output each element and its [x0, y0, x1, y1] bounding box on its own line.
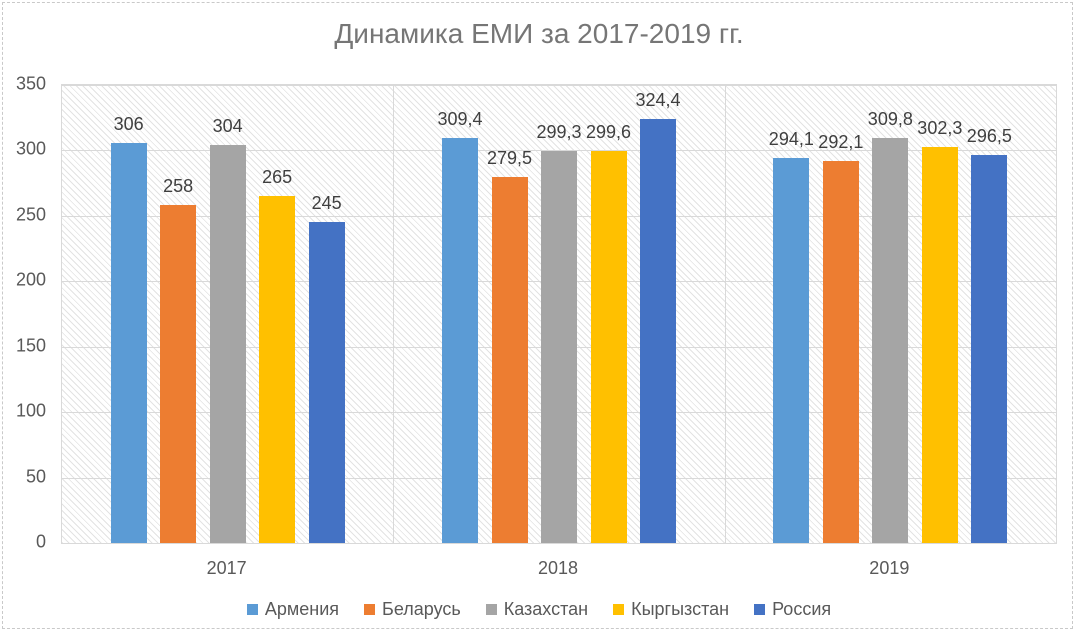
chart-title: Динамика ЕМИ за 2017-2019 гг.: [334, 18, 744, 49]
data-label-belarus-2017: 258: [163, 176, 194, 197]
legend-item-belarus[interactable]: Беларусь: [364, 599, 461, 620]
y-axis-tick: 100: [15, 400, 46, 421]
legend-label-kyrgyzstan: Кыргызстан: [631, 599, 730, 619]
legend-label-armenia: Армения: [264, 599, 340, 619]
data-label-russia-2019: 296,5: [966, 126, 1012, 147]
data-label-kyrgyzstan-2019: 302,3: [917, 118, 963, 139]
legend-item-armenia[interactable]: Армения: [246, 599, 340, 620]
gridline-horizontal: [62, 150, 1056, 152]
y-axis-tick: 250: [15, 204, 46, 225]
bar-armenia-2017[interactable]: [110, 142, 147, 543]
bar-kyrgyzstan-2018[interactable]: [590, 150, 627, 543]
data-label-kyrgyzstan-2018: 299,6: [585, 121, 632, 142]
data-label-belarus-2019: 292,1: [818, 131, 864, 152]
legend-item-kyrgyzstan[interactable]: Кыргызстан: [613, 599, 729, 620]
bar-armenia-2019[interactable]: [773, 158, 810, 543]
bar-kazakhstan-2018[interactable]: [541, 151, 577, 543]
bar-russia-2017[interactable]: [308, 222, 345, 543]
bar-kazakhstan-2019[interactable]: [872, 137, 909, 543]
legend: Армения Беларусь Казахстан Кыргызстан Россия: [0, 599, 1078, 620]
legend-item-russia[interactable]: Россия: [754, 599, 831, 620]
data-label-kazakhstan-2017: 304: [212, 116, 243, 137]
y-axis: 0 50 100 150 200 250 300 350: [0, 74, 46, 552]
data-label-kazakhstan-2019: 309,8: [867, 108, 913, 129]
legend-marker-icon: [364, 604, 376, 615]
legend-marker-icon: [246, 604, 258, 615]
legend-marker-icon: [485, 604, 497, 615]
bar-kazakhstan-2017[interactable]: [209, 145, 246, 543]
y-axis-tick: 150: [15, 335, 46, 356]
plot-area: 306 258 304 265 245 309,4 279,5 299,3 299,6 324,4…: [61, 84, 1057, 544]
data-label-russia-2018: 324,4: [635, 89, 681, 110]
y-axis-tick: 200: [15, 269, 46, 290]
y-axis-tick: 0: [35, 531, 46, 552]
gridline-horizontal: [62, 85, 1056, 86]
data-label-belarus-2018: 279,5: [486, 148, 533, 169]
gridline-vertical: [393, 85, 394, 543]
legend-marker-icon: [613, 604, 625, 615]
legend-item-kazakhstan[interactable]: Казахстан: [485, 599, 589, 620]
chart-border: [2, 2, 1073, 629]
bar-belarus-2018[interactable]: [491, 177, 528, 543]
legend-label-belarus: Беларусь: [382, 599, 461, 619]
bar-kyrgyzstan-2019[interactable]: [921, 147, 958, 543]
bar-kyrgyzstan-2017[interactable]: [259, 196, 296, 543]
y-axis-tick: 300: [15, 138, 46, 159]
legend-label-kazakhstan: Казахстан: [503, 599, 589, 619]
y-axis-tick: 350: [15, 73, 46, 94]
legend-label-russia: Россия: [772, 599, 832, 619]
data-label-russia-2017: 245: [311, 193, 342, 214]
data-label-armenia-2018: 309,4: [437, 109, 483, 130]
data-label-kyrgyzstan-2017: 265: [262, 167, 293, 188]
legend-marker-icon: [754, 604, 766, 615]
bar-belarus-2017[interactable]: [160, 205, 197, 543]
gridline-vertical: [725, 85, 726, 543]
bar-russia-2018[interactable]: [640, 118, 676, 543]
bar-belarus-2019[interactable]: [822, 160, 859, 543]
bar-armenia-2018[interactable]: [442, 138, 478, 543]
data-label-armenia-2019: 294,1: [768, 129, 814, 150]
data-label-kazakhstan-2018: 299,3: [536, 122, 582, 143]
data-label-armenia-2017: 306: [113, 113, 144, 134]
bar-russia-2019[interactable]: [971, 155, 1008, 543]
y-axis-tick: 50: [25, 466, 46, 487]
